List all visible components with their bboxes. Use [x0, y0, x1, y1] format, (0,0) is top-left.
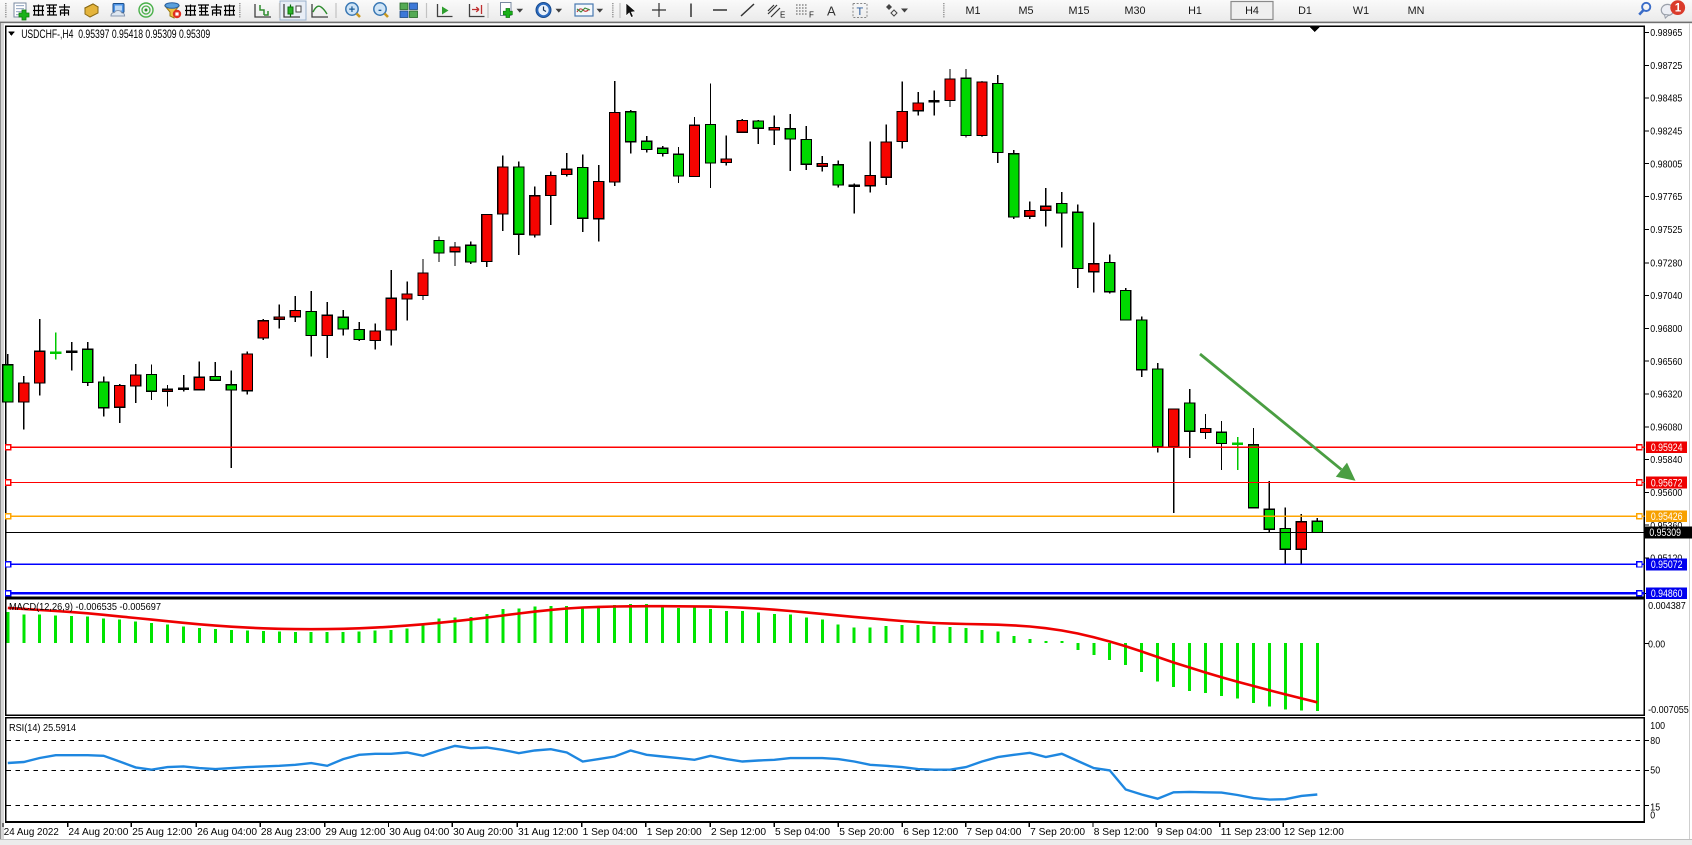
svg-text:0.95924: 0.95924 — [1651, 442, 1683, 454]
svg-text:0.98005: 0.98005 — [1650, 159, 1682, 170]
svg-text:0.96320: 0.96320 — [1650, 390, 1682, 401]
svg-text:15: 15 — [1650, 802, 1660, 813]
svg-text:0.98485: 0.98485 — [1650, 94, 1682, 105]
svg-text:0.97280: 0.97280 — [1650, 258, 1682, 269]
svg-text:0.96560: 0.96560 — [1650, 357, 1682, 368]
svg-text:7 Sep 04:00: 7 Sep 04:00 — [966, 826, 1021, 838]
svg-text:0.95360: 0.95360 — [1650, 521, 1682, 532]
svg-text:100: 100 — [1650, 721, 1665, 732]
svg-text:M15: M15 — [1068, 5, 1089, 17]
svg-text:0.98965: 0.98965 — [1650, 28, 1682, 39]
svg-text:MN: MN — [1408, 5, 1425, 17]
svg-text:26 Aug 04:00: 26 Aug 04:00 — [197, 826, 257, 838]
svg-text:5 Sep 20:00: 5 Sep 20:00 — [839, 826, 894, 838]
svg-text:H1: H1 — [1188, 5, 1202, 17]
svg-text:1 Sep 20:00: 1 Sep 20:00 — [647, 826, 702, 838]
svg-text:24 Aug 2022: 24 Aug 2022 — [4, 826, 59, 838]
svg-text:0.95600: 0.95600 — [1650, 488, 1682, 499]
svg-text:6 Sep 12:00: 6 Sep 12:00 — [903, 826, 958, 838]
svg-text:0.95309: 0.95309 — [1649, 527, 1681, 539]
svg-text:D1: D1 — [1298, 5, 1312, 17]
svg-text:28 Aug 23:00: 28 Aug 23:00 — [261, 826, 321, 838]
svg-text:A: A — [827, 4, 836, 19]
svg-text:0.95840: 0.95840 — [1650, 455, 1682, 466]
svg-text:0.95072: 0.95072 — [1651, 559, 1683, 571]
svg-text:0.96080: 0.96080 — [1650, 422, 1682, 433]
svg-text:-0.007055: -0.007055 — [1648, 705, 1689, 716]
svg-text:31 Aug 12:00: 31 Aug 12:00 — [518, 826, 578, 838]
svg-text:2 Sep 12:00: 2 Sep 12:00 — [711, 826, 766, 838]
svg-text:30 Aug 20:00: 30 Aug 20:00 — [453, 826, 513, 838]
svg-text:-: - — [378, 4, 382, 16]
svg-text:RSI(14) 25.5914: RSI(14) 25.5914 — [9, 723, 76, 734]
svg-text:1 Sep 04:00: 1 Sep 04:00 — [583, 826, 638, 838]
svg-text:F: F — [809, 11, 814, 20]
svg-text:0.98725: 0.98725 — [1650, 61, 1682, 72]
svg-text:80: 80 — [1650, 736, 1660, 747]
svg-text:0.94860: 0.94860 — [1651, 588, 1683, 600]
svg-text:8 Sep 12:00: 8 Sep 12:00 — [1094, 826, 1149, 838]
svg-text:0.96800: 0.96800 — [1650, 324, 1682, 335]
svg-text:0: 0 — [1650, 810, 1655, 821]
svg-text:11 Sep 23:00: 11 Sep 23:00 — [1221, 826, 1281, 838]
svg-text:25 Aug 12:00: 25 Aug 12:00 — [132, 826, 192, 838]
svg-text:USDCHF-,H4 0.95397 0.95418 0.: USDCHF-,H4 0.95397 0.95418 0.95309 0.953… — [21, 27, 210, 41]
svg-text:M5: M5 — [1019, 5, 1034, 17]
svg-text:T: T — [857, 6, 864, 18]
svg-text:H4: H4 — [1245, 5, 1259, 17]
svg-text:M30: M30 — [1124, 5, 1145, 17]
svg-text:5 Sep 04:00: 5 Sep 04:00 — [775, 826, 830, 838]
svg-text:12 Sep 12:00: 12 Sep 12:00 — [1284, 826, 1344, 838]
svg-text:24 Aug 20:00: 24 Aug 20:00 — [68, 826, 128, 838]
svg-text:7 Sep 20:00: 7 Sep 20:00 — [1030, 826, 1085, 838]
svg-text:W1: W1 — [1353, 5, 1369, 17]
svg-text:0.004387: 0.004387 — [1648, 601, 1686, 612]
svg-text:30 Aug 04:00: 30 Aug 04:00 — [389, 826, 449, 838]
svg-text:M1: M1 — [966, 5, 981, 17]
svg-text:+: + — [349, 4, 355, 16]
svg-text:0.95426: 0.95426 — [1651, 511, 1683, 523]
svg-text:50: 50 — [1650, 766, 1660, 777]
svg-text:0.97525: 0.97525 — [1650, 225, 1682, 236]
svg-text:9 Sep 04:00: 9 Sep 04:00 — [1157, 826, 1212, 838]
svg-text:1: 1 — [1675, 3, 1682, 15]
svg-text:0.95672: 0.95672 — [1651, 477, 1683, 489]
svg-text:0.97040: 0.97040 — [1650, 291, 1682, 302]
svg-text:MACD(12,26,9) -0.006535 -0.005: MACD(12,26,9) -0.006535 -0.005697 — [9, 602, 161, 613]
svg-text:E: E — [780, 11, 785, 20]
svg-text:0.98245: 0.98245 — [1650, 127, 1682, 138]
svg-text:0.00: 0.00 — [1648, 639, 1665, 650]
svg-text:29 Aug 12:00: 29 Aug 12:00 — [326, 826, 386, 838]
svg-text:0.97765: 0.97765 — [1650, 192, 1682, 203]
